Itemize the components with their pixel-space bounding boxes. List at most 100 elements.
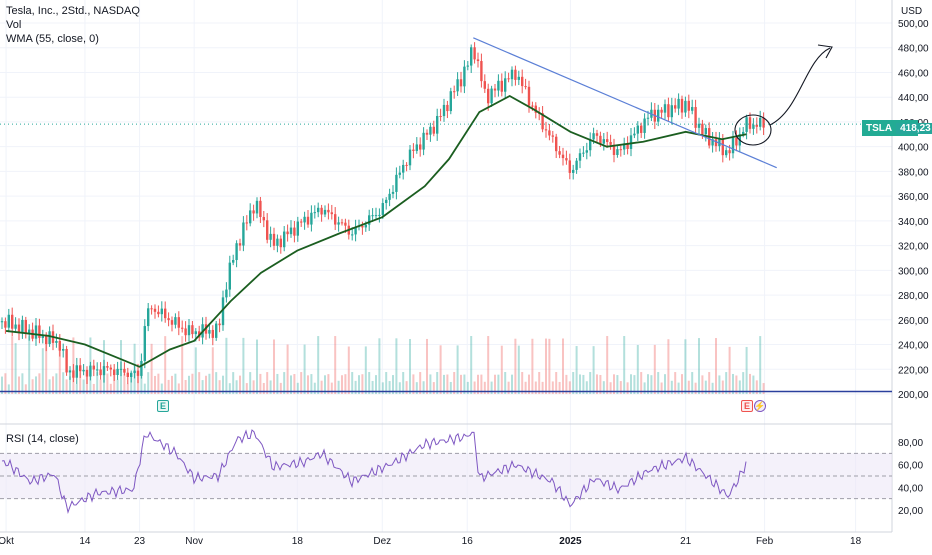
volume-bar — [449, 381, 452, 394]
candle — [718, 138, 721, 147]
candle — [558, 151, 561, 155]
candle — [531, 105, 534, 107]
candle — [232, 260, 235, 263]
candle — [374, 215, 378, 217]
x-tick-label: Okt — [0, 536, 14, 547]
candle — [269, 233, 272, 240]
price-tag-ticker: TSLA — [866, 122, 893, 134]
volume-bar — [14, 343, 17, 394]
volume-bar — [592, 346, 595, 394]
volume-bar — [548, 338, 551, 394]
volume-bar — [21, 373, 24, 394]
volume-bar — [429, 374, 432, 394]
candle — [487, 88, 490, 104]
candle — [585, 150, 588, 153]
volume-bar — [293, 374, 296, 394]
volume-bar — [477, 374, 479, 394]
volume-bar — [579, 374, 581, 394]
volume-bar — [232, 372, 235, 394]
wma-line — [5, 94, 747, 368]
y-tick-label: 480,00 — [898, 44, 929, 55]
candle — [136, 370, 140, 376]
earnings-event-icon[interactable]: E — [157, 400, 169, 412]
legend-vol[interactable]: Vol — [6, 19, 22, 31]
volume-bar — [534, 381, 537, 394]
candle — [68, 370, 72, 373]
volume-bar — [490, 381, 493, 394]
volume-bar — [521, 372, 524, 394]
volume-bar — [201, 380, 204, 394]
candle — [191, 325, 194, 335]
volume-bar — [31, 379, 34, 394]
y-tick-label: 260,00 — [898, 316, 929, 327]
volume-bar — [205, 375, 207, 394]
volume-bar — [572, 372, 575, 394]
candle — [371, 215, 374, 217]
volume-bar — [742, 372, 745, 394]
candle — [221, 297, 225, 326]
volume-bar — [738, 380, 741, 394]
volume-bar — [225, 337, 228, 394]
volume-bar — [432, 382, 435, 394]
legend-symbol[interactable]: Tesla, Inc., 2Std., NASDAQ — [6, 5, 140, 17]
candle — [48, 331, 51, 345]
split-event-icon[interactable]: ⚡ — [754, 400, 766, 412]
candle — [731, 137, 735, 154]
candle — [762, 117, 765, 128]
volume-bar — [609, 382, 612, 394]
volume-bar — [371, 380, 374, 394]
volume-bar — [585, 381, 588, 394]
volume-bar — [732, 373, 734, 394]
candle — [4, 321, 7, 328]
candle — [453, 91, 456, 93]
volume-bar — [259, 373, 262, 394]
candle — [483, 81, 486, 89]
volume-bar — [283, 372, 286, 394]
candle — [167, 318, 170, 321]
currency-label[interactable]: USD — [901, 6, 923, 17]
earnings-event-icon[interactable]: E — [741, 400, 753, 412]
volume-bar — [239, 375, 241, 394]
volume-bar — [38, 373, 41, 394]
volume-bar — [262, 382, 265, 394]
candle — [565, 158, 568, 161]
x-tick-label: 18 — [850, 536, 862, 547]
volume-bar — [633, 375, 636, 394]
volume-bar — [35, 376, 37, 394]
volume-bar — [164, 336, 167, 394]
volume-bar — [341, 375, 343, 394]
candle — [735, 137, 738, 146]
candle — [215, 323, 218, 338]
volume-bar — [667, 339, 670, 394]
volume-bar — [109, 383, 112, 394]
legend-rsi[interactable]: RSI (14, close) — [6, 433, 79, 445]
candle — [320, 207, 323, 215]
legend-wma[interactable]: WMA (55, close, 0) — [6, 33, 99, 45]
x-tick-label: 2025 — [559, 536, 582, 547]
candle — [612, 144, 616, 155]
volume-bar — [198, 372, 201, 394]
candle — [704, 128, 707, 135]
candle — [606, 139, 609, 142]
volume-bar — [494, 374, 496, 394]
annotation-arrow — [769, 47, 831, 126]
candle — [11, 314, 14, 329]
candle — [636, 125, 639, 134]
volume-bar — [405, 381, 408, 394]
volume-bar — [344, 374, 347, 394]
volume-bar — [596, 374, 598, 394]
candle — [514, 69, 517, 80]
volume-bar — [426, 338, 428, 394]
candle — [259, 200, 262, 217]
volume-bar — [670, 380, 673, 394]
volume-bar — [300, 372, 303, 394]
volume-bar — [167, 379, 170, 394]
volume-bar — [303, 344, 306, 394]
candle — [34, 325, 38, 339]
volume-bar — [752, 375, 755, 394]
candle — [446, 104, 449, 112]
candle — [711, 139, 714, 146]
volume-bar — [412, 374, 415, 394]
